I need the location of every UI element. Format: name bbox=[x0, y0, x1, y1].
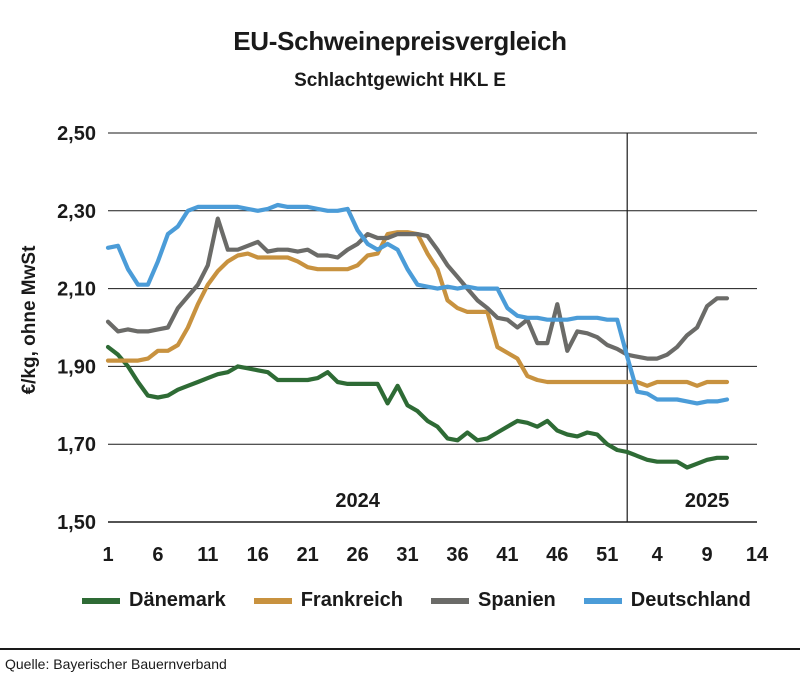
chart-title: EU-Schweinepreisvergleich bbox=[233, 26, 567, 56]
legend-label: Deutschland bbox=[630, 589, 751, 611]
x-tick-label: 11 bbox=[197, 544, 218, 566]
y-tick-label: 2,10 bbox=[57, 279, 96, 301]
legend-item: Dänemark bbox=[82, 589, 226, 612]
x-tick-label: 41 bbox=[496, 544, 518, 566]
source-note: Quelle: Bayerischer Bauernverband bbox=[5, 656, 227, 672]
legend-swatch bbox=[82, 597, 120, 604]
x-tick-label: 6 bbox=[152, 544, 163, 566]
y-tick-label: 2,30 bbox=[57, 201, 96, 223]
x-tick-label: 46 bbox=[546, 544, 568, 566]
divider bbox=[0, 648, 800, 650]
x-tick-label: 31 bbox=[396, 544, 418, 566]
x-tick-label: 26 bbox=[346, 544, 368, 566]
legend-item: Spanien bbox=[430, 589, 556, 612]
x-tick-label: 21 bbox=[297, 544, 319, 566]
legend-item: Deutschland bbox=[583, 589, 751, 612]
x-tick-label: 16 bbox=[247, 544, 269, 566]
x-tick-label: 4 bbox=[652, 544, 664, 566]
series-line-dänemark bbox=[105, 344, 730, 470]
y-tick-label: 2,50 bbox=[57, 123, 96, 145]
line-chart: 2,502,302,101,901,701,501 6 11 16 21 26 31 36 41… bbox=[57, 123, 769, 566]
x-tick-label: 36 bbox=[446, 544, 468, 566]
legend-swatch bbox=[253, 597, 292, 604]
series-line-frankreich bbox=[105, 230, 730, 388]
legend-label: Dänemark bbox=[129, 589, 226, 611]
x-tick-label: 1 bbox=[102, 544, 113, 566]
y-tick-label: 1,90 bbox=[57, 356, 96, 378]
legend-swatch bbox=[583, 597, 622, 604]
legend: Dänemark Frankreich Spanien Deutschland bbox=[82, 589, 779, 612]
chart-subtitle: Schlachtgewicht HKL E bbox=[294, 70, 506, 91]
y-tick-label: 1,70 bbox=[57, 434, 96, 456]
legend-item: Frankreich bbox=[253, 589, 403, 612]
x-tick-label: 51 bbox=[596, 544, 618, 566]
x-tick-label: 9 bbox=[702, 544, 713, 566]
legend-swatch bbox=[430, 597, 469, 604]
series-line-spanien bbox=[105, 216, 730, 361]
legend-label: Spanien bbox=[477, 589, 556, 611]
x-tick-label: 14 bbox=[746, 544, 769, 566]
y-tick-label: 1,50 bbox=[57, 512, 96, 534]
legend-label: Frankreich bbox=[300, 589, 403, 611]
year-label: 2024 bbox=[335, 490, 380, 512]
year-label: 2025 bbox=[685, 490, 730, 512]
series-line-deutschland bbox=[105, 202, 730, 406]
